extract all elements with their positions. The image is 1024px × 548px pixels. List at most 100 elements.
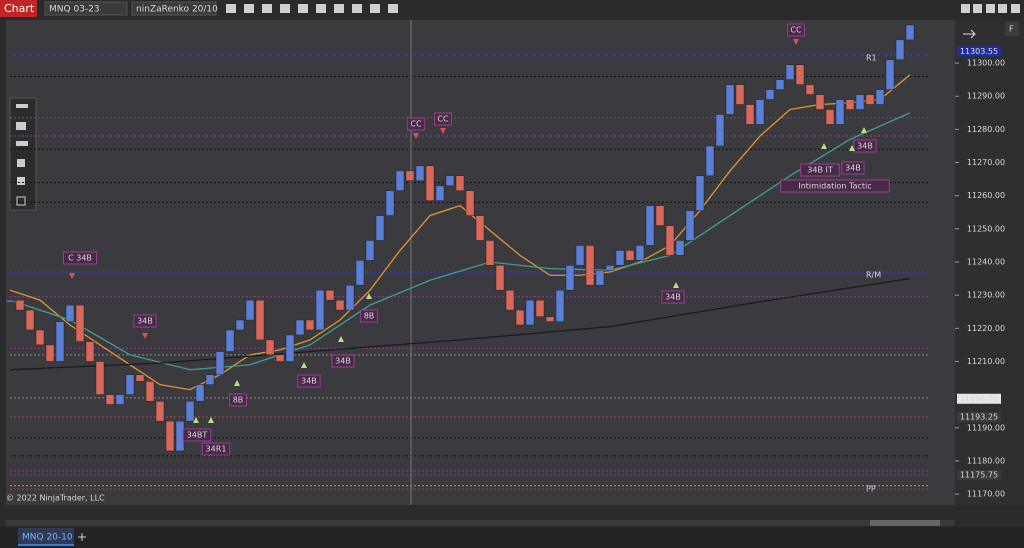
renko-bar [405,170,415,182]
annotation-box [133,314,157,328]
window-button[interactable] [998,4,1007,13]
renko-bar [895,39,905,61]
sell-arrow [69,273,75,279]
annotation: Intimidation Tactic [798,182,871,191]
bar-type-select[interactable] [131,1,217,16]
sell-arrow [413,133,419,139]
instrument[interactable]: MNQ 03-23 [49,5,100,15]
renko-bar [335,299,345,311]
instrument-select[interactable] [44,1,128,16]
tab-underline [18,544,74,546]
y-tick-label: 11250.00 [967,224,1005,233]
renko-bar [515,309,525,326]
renko-bar [585,245,595,286]
renko-bar [25,309,35,331]
annotation: CC [437,115,449,124]
moving-average [9,277,911,371]
annotation: 34B IT [807,166,833,175]
icon[interactable] [262,4,272,13]
y-tick-label: 11210.00 [967,357,1005,366]
buy-arrow [234,380,240,386]
icon[interactable] [280,4,290,13]
add-tab[interactable] [78,533,86,541]
price-marker [957,393,1001,404]
icon[interactable] [388,4,398,13]
scroll-thumb[interactable] [870,520,940,526]
scrollbar[interactable] [6,520,955,526]
y-tick-label: 11220.00 [967,324,1005,333]
annotation: 8B [364,312,375,321]
renko-bar [145,381,155,402]
renko-bar [905,24,915,41]
scroll-arrow[interactable] [963,29,976,39]
icon[interactable] [352,4,362,13]
annotation-box [800,163,840,177]
tool[interactable] [17,159,25,167]
renko-bar [575,245,585,266]
icon[interactable] [316,4,326,13]
renko-bar [775,79,785,90]
renko-bar [525,299,535,326]
window-button[interactable] [961,4,970,13]
renko-bar [65,304,75,322]
sell-arrow [793,39,799,45]
price-marker [957,46,1001,57]
annotation-box [182,428,212,442]
annotation-box [331,354,355,368]
window-button[interactable] [986,4,995,13]
renko-bar [225,329,235,352]
tool-icons[interactable] [226,4,1020,13]
corner-button-label[interactable]: F [1009,25,1014,34]
annotation: 34B [665,293,681,302]
renko-bar [825,109,835,125]
tool[interactable] [16,196,26,206]
renko-bar [565,265,575,291]
renko-bar [315,289,325,331]
icon[interactable] [244,4,254,13]
renko-bar [485,240,495,266]
sell-arrow [440,128,446,134]
annotation-box [787,23,805,37]
window-button[interactable] [1011,4,1020,13]
renko-bar [15,299,25,311]
renko-bar [875,89,885,105]
buy-arrow [861,127,867,133]
tool[interactable] [17,177,25,185]
renko-bar [675,240,685,256]
buy-arrow [821,143,827,149]
icon[interactable] [298,4,308,13]
icon[interactable] [370,4,380,13]
drawing-toolbar [9,97,37,211]
renko-bar [155,400,165,422]
tool[interactable] [16,104,28,108]
tab-label[interactable]: MNQ 20-10 [22,533,73,543]
icon[interactable] [334,4,344,13]
renko-bar [695,175,705,211]
renko-bar [75,304,85,342]
chart-title-box [0,0,37,17]
tab[interactable] [18,528,74,546]
price-marker [957,411,1001,422]
tool[interactable] [16,141,28,146]
y-tick-label: 11190.00 [967,423,1005,432]
annotation-box [201,442,231,456]
icon[interactable] [226,4,236,13]
renko-bar [415,165,425,182]
annotation-box [841,161,865,175]
renko-bar [285,334,295,362]
renko-bar [445,175,455,187]
buy-arrow [338,336,344,342]
corner-button[interactable] [1005,22,1019,36]
tool[interactable] [16,122,26,130]
renko-bar [165,420,175,452]
bar-type[interactable]: ninZaRenko 20/10 [136,5,218,15]
renko-bar [795,64,805,85]
renko-bar [555,289,565,322]
buy-arrow [193,417,199,423]
renko-bar [135,374,145,382]
renko-bar [465,190,475,216]
renko-bar [365,240,375,261]
window-button[interactable] [973,4,982,13]
renko-bar [715,114,725,147]
